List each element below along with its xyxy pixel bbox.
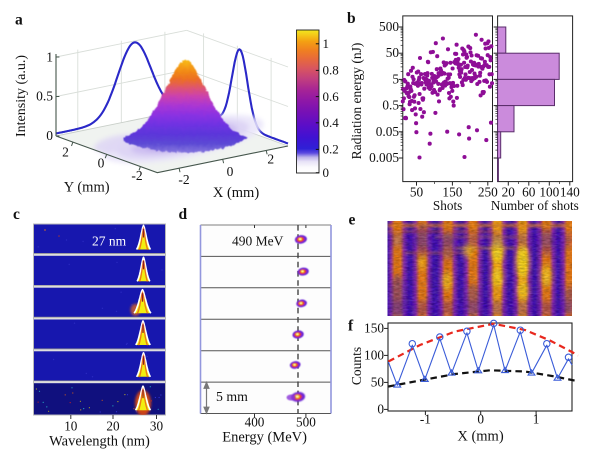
- svg-text:0: 0: [46, 128, 53, 143]
- svg-text:150: 150: [364, 320, 384, 335]
- svg-text:Shots: Shots: [433, 198, 462, 213]
- svg-text:f: f: [348, 318, 354, 335]
- svg-text:0.6: 0.6: [323, 89, 340, 104]
- svg-text:0.005: 0.005: [369, 150, 399, 165]
- svg-text:Intensity (a.u.): Intensity (a.u.): [14, 55, 29, 137]
- svg-text:X (mm): X (mm): [457, 429, 503, 445]
- svg-text:140: 140: [560, 185, 580, 200]
- svg-text:-2: -2: [178, 172, 189, 187]
- svg-text:0.8: 0.8: [323, 63, 339, 78]
- svg-text:1: 1: [533, 412, 540, 427]
- svg-text:-1: -1: [420, 412, 431, 427]
- svg-text:20: 20: [502, 185, 516, 200]
- svg-text:60: 60: [522, 185, 536, 200]
- svg-text:0: 0: [98, 156, 105, 171]
- svg-text:0: 0: [477, 412, 484, 427]
- svg-text:2: 2: [62, 145, 69, 160]
- svg-text:490 MeV: 490 MeV: [232, 234, 284, 249]
- svg-text:0.2: 0.2: [323, 142, 339, 157]
- svg-text:Number of shots: Number of shots: [491, 198, 579, 213]
- svg-text:100: 100: [539, 185, 559, 200]
- svg-text:0: 0: [227, 164, 234, 179]
- svg-text:Energy (MeV): Energy (MeV): [222, 430, 307, 446]
- svg-text:d: d: [179, 206, 188, 223]
- svg-text:X (mm): X (mm): [213, 185, 259, 201]
- svg-text:5 mm: 5 mm: [216, 389, 248, 404]
- svg-text:0.5: 0.5: [382, 98, 399, 113]
- svg-text:400: 400: [245, 415, 265, 430]
- svg-text:e: e: [349, 212, 356, 229]
- svg-text:0.5: 0.5: [36, 89, 53, 104]
- svg-text:5: 5: [392, 71, 399, 86]
- svg-text:50: 50: [371, 374, 385, 389]
- svg-text:150: 150: [442, 185, 462, 200]
- svg-text:0: 0: [323, 165, 330, 180]
- svg-text:0.4: 0.4: [323, 115, 340, 130]
- svg-text:500: 500: [379, 19, 399, 34]
- svg-text:1: 1: [323, 36, 330, 51]
- svg-text:Radiation energy (nJ): Radiation energy (nJ): [349, 43, 364, 160]
- svg-text:Y (mm): Y (mm): [64, 180, 110, 196]
- svg-text:27 nm: 27 nm: [92, 234, 127, 249]
- svg-text:250: 250: [478, 185, 498, 200]
- svg-text:1: 1: [46, 50, 53, 65]
- svg-text:2: 2: [267, 152, 274, 167]
- svg-text:20: 20: [106, 419, 120, 434]
- svg-text:Wavelength (nm): Wavelength (nm): [49, 434, 150, 450]
- svg-text:500: 500: [296, 415, 316, 430]
- svg-text:b: b: [347, 10, 356, 27]
- svg-text:50: 50: [386, 45, 400, 60]
- svg-text:0: 0: [377, 401, 384, 416]
- svg-text:100: 100: [364, 347, 384, 362]
- svg-text:Counts: Counts: [349, 347, 364, 385]
- svg-text:c: c: [13, 206, 20, 223]
- svg-text:10: 10: [64, 419, 78, 434]
- svg-text:-2: -2: [131, 168, 142, 183]
- svg-text:0.05: 0.05: [376, 124, 400, 139]
- svg-text:50: 50: [410, 185, 424, 200]
- svg-text:a: a: [15, 11, 23, 28]
- svg-text:30: 30: [150, 419, 164, 434]
